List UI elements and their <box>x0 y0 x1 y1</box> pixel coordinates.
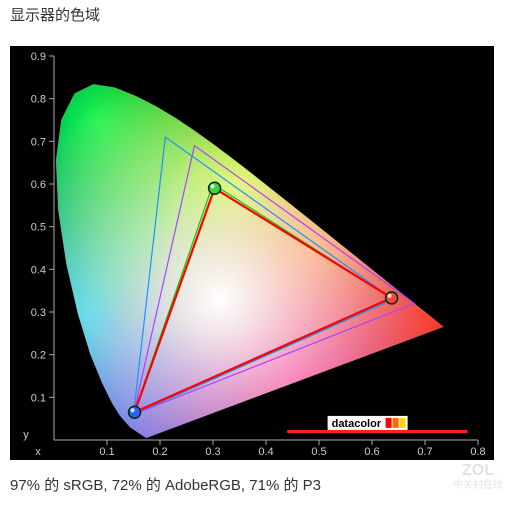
svg-text:0.7: 0.7 <box>31 136 46 148</box>
svg-text:0.8: 0.8 <box>31 94 46 106</box>
watermark-sub: 中关村在线 <box>453 480 503 491</box>
caption: 97% 的 sRGB, 72% 的 AdobeRGB, 71% 的 P3 <box>10 474 321 495</box>
svg-text:0.6: 0.6 <box>31 179 46 191</box>
svg-text:0.5: 0.5 <box>311 446 326 458</box>
svg-text:0.1: 0.1 <box>99 446 114 458</box>
watermark-main: ZOL <box>453 462 503 480</box>
svg-text:0.9: 0.9 <box>31 51 46 63</box>
svg-text:0.2: 0.2 <box>152 446 167 458</box>
svg-text:0.8: 0.8 <box>470 446 485 458</box>
gamut-marker <box>386 292 398 304</box>
zol-watermark: ZOL 中关村在线 <box>453 462 503 491</box>
svg-text:0.3: 0.3 <box>31 307 46 319</box>
gamut-marker <box>129 406 141 418</box>
svg-text:y: y <box>23 429 29 441</box>
svg-text:0.5: 0.5 <box>31 222 46 234</box>
svg-text:0.4: 0.4 <box>258 446 273 458</box>
gamut-marker <box>209 182 221 194</box>
chromaticity-svg: 0.1 0.2 0.3 0.4 0.5 0.6 0.7 0.8 0.1 0.2 0.3 0.4 0.5 0… <box>10 46 494 460</box>
svg-text:0.3: 0.3 <box>205 446 220 458</box>
svg-text:datacolor: datacolor <box>332 418 382 430</box>
svg-text:0.7: 0.7 <box>417 446 432 458</box>
page-title: 显示器的色域 <box>10 4 100 25</box>
svg-text:x: x <box>35 446 41 458</box>
svg-text:0.1: 0.1 <box>31 392 46 404</box>
svg-text:0.2: 0.2 <box>31 350 46 362</box>
chromaticity-chart: 0.1 0.2 0.3 0.4 0.5 0.6 0.7 0.8 0.1 0.2 0.3 0.4 0.5 0… <box>10 46 494 460</box>
svg-text:0.6: 0.6 <box>364 446 379 458</box>
datacolor-badge: datacolor <box>328 416 408 430</box>
svg-text:0.4: 0.4 <box>31 264 46 276</box>
